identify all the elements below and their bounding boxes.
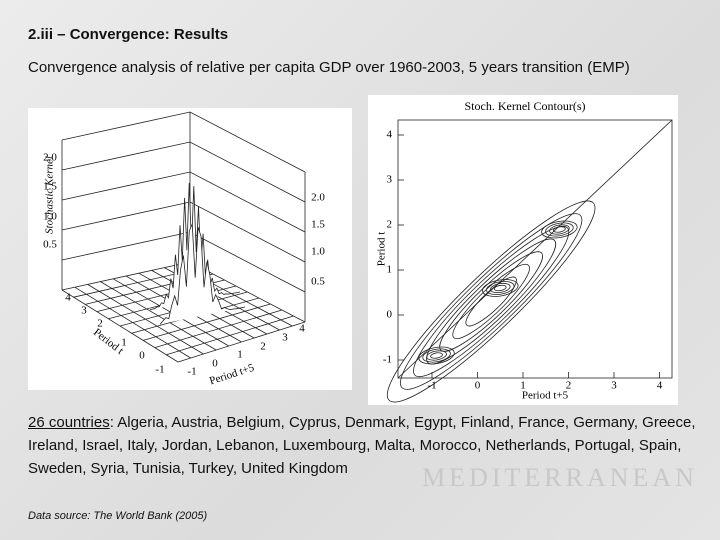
contour <box>386 200 596 403</box>
y-tick-label: 0 <box>212 358 218 370</box>
contour <box>430 352 443 359</box>
surface-peaks <box>159 224 246 325</box>
contour <box>553 226 566 233</box>
contour <box>465 276 517 327</box>
contour <box>549 224 570 235</box>
surface-peaks <box>149 182 241 311</box>
z-tick-label: 0.5 <box>311 276 325 288</box>
subtitle: Convergence analysis of relative per cap… <box>28 59 630 76</box>
x-tick-label: 4 <box>657 380 663 392</box>
x-tick-label: 0 <box>139 350 145 362</box>
floor-grid <box>154 309 283 348</box>
z-axis-label: Stochastic Kernel <box>44 156 56 234</box>
y-tick-label: 1 <box>237 349 243 361</box>
wall-line <box>61 111 306 173</box>
contour <box>413 225 570 378</box>
x-tick-label: 0 <box>475 380 481 392</box>
y-tick-label: 0 <box>387 309 393 321</box>
contour <box>545 222 574 237</box>
y-tick-label: -1 <box>187 366 196 378</box>
x-tick-label: 1 <box>520 380 526 392</box>
contour-x-label: Period t+5 <box>522 390 569 402</box>
x-tick-label: -1 <box>427 380 436 392</box>
contour-y-label: Period t <box>376 232 388 267</box>
z-tick-label: 1.0 <box>43 211 57 223</box>
x-tick-label: 3 <box>81 305 87 317</box>
y-tick-label: 2 <box>387 219 393 231</box>
z-tick-label: 1.5 <box>311 219 325 231</box>
x-tick-label: 2 <box>566 380 572 392</box>
contour <box>489 282 511 294</box>
z-tick-label: 2.0 <box>311 192 325 204</box>
floor-grid <box>143 303 271 341</box>
wall-line <box>61 141 306 203</box>
y-tick-label: -1 <box>383 354 392 366</box>
x-tick-label: 2 <box>97 318 103 330</box>
y-tick-label: 4 <box>387 129 393 141</box>
floor-grid <box>177 321 306 363</box>
x-tick-label: 4 <box>65 292 71 304</box>
contour <box>493 284 507 292</box>
contour <box>482 279 519 297</box>
floor-grid <box>166 315 294 356</box>
contour <box>439 251 543 352</box>
countries: 26 countries: Algeria, Austria, Belgium,… <box>28 411 698 480</box>
source: Data source: The World Bank (2005) <box>28 510 208 522</box>
y-tick-label: 1 <box>387 264 393 276</box>
y-tick-label: 3 <box>387 174 393 186</box>
z-tick-label: 2.0 <box>43 152 57 164</box>
contour <box>400 213 583 390</box>
y-tick-label: 2 <box>260 341 266 353</box>
contour <box>541 220 578 239</box>
x-tick-label: -1 <box>155 364 164 376</box>
y-tick-label: 4 <box>299 323 305 335</box>
contour <box>426 350 447 361</box>
y-tick-label: 3 <box>282 332 288 344</box>
countries-list: : Algeria, Austria, Belgium, Cyprus, Den… <box>28 414 696 477</box>
contour <box>422 348 451 363</box>
contour <box>426 238 557 365</box>
z-tick-label: 1.5 <box>43 181 57 193</box>
z-tick-label: 0.5 <box>43 239 57 251</box>
contour <box>418 346 455 365</box>
z-tick-label: 1.0 <box>311 246 325 258</box>
map-label: MEDITERRANEAN <box>422 463 698 492</box>
countries-label: 26 countries <box>28 414 110 431</box>
right-figure-bg <box>368 95 678 405</box>
contour-plot <box>386 119 673 403</box>
title: 2.iii – Convergence: Results <box>28 26 229 43</box>
contour <box>486 281 515 295</box>
contour-title: Stoch. Kernel Contour(s) <box>465 99 586 113</box>
surface-plot <box>61 111 306 363</box>
x-tick-label: 1 <box>121 337 127 349</box>
x-tick-label: 3 <box>611 380 617 392</box>
wall-line <box>61 171 306 233</box>
